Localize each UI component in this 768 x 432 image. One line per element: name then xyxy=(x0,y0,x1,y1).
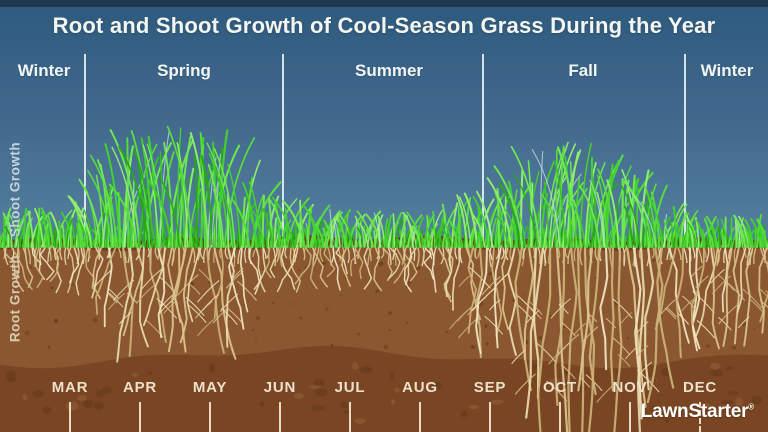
brand-logo: LawnStarter® xyxy=(640,401,755,423)
root-growth-axis-label: Root Growth xyxy=(7,254,23,343)
month-label-may: MAY xyxy=(192,379,228,396)
month-tick-jun xyxy=(279,402,281,432)
page-title: Root and Shoot Growth of Cool-Season Gra… xyxy=(52,13,716,38)
season-divider-line xyxy=(482,54,484,242)
month-label-apr: APR xyxy=(122,379,158,396)
month-tick-apr xyxy=(139,402,141,432)
season-divider-line xyxy=(84,54,86,242)
registered-trademark-icon: ® xyxy=(748,402,754,412)
month-tick-sep xyxy=(489,402,491,432)
season-label-winter: Winter xyxy=(17,61,71,80)
season-divider-line xyxy=(282,54,284,242)
top-accent-bar xyxy=(0,0,768,7)
month-tick-may xyxy=(209,402,211,432)
season-label-winter: Winter xyxy=(700,61,754,80)
month-label-oct: OCT xyxy=(542,379,578,396)
brand-name: LawnStarter xyxy=(640,401,749,422)
month-label-nov: NOV xyxy=(612,379,648,396)
season-divider-line xyxy=(684,54,686,242)
shoot-growth-axis-label: Shoot Growth xyxy=(7,141,23,238)
month-label-jul: JUL xyxy=(334,379,366,396)
month-tick-jul xyxy=(349,402,351,432)
month-label-jun: JUN xyxy=(263,379,297,396)
month-label-dec: DEC xyxy=(682,379,718,396)
month-label-mar: MAR xyxy=(51,379,89,396)
season-label-spring: Spring xyxy=(157,61,211,80)
month-tick-oct xyxy=(559,402,561,432)
season-label-fall: Fall xyxy=(568,61,598,80)
month-tick-aug xyxy=(419,402,421,432)
month-label-aug: AUG xyxy=(402,379,438,396)
season-label-summer: Summer xyxy=(354,61,424,80)
month-label-sep: SEP xyxy=(473,379,507,396)
month-tick-nov xyxy=(629,402,631,432)
month-tick-mar xyxy=(69,402,71,432)
